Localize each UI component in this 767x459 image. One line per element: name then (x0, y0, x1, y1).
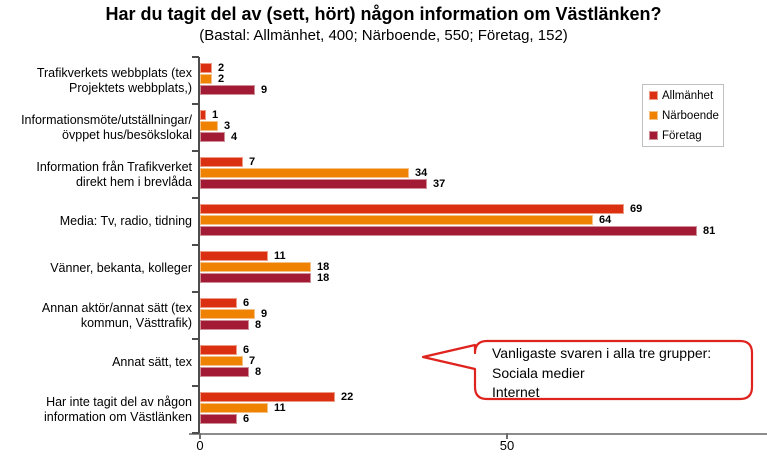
value-label: 69 (630, 203, 643, 215)
chart-subtitle: (Bastal: Allmänhet, 400; Närboende, 550;… (199, 27, 568, 44)
bar-nrboende (200, 168, 409, 178)
value-label: 8 (255, 366, 262, 378)
bar-nrboende (200, 215, 593, 225)
bar-fretag (200, 132, 225, 142)
value-label: 7 (249, 355, 256, 367)
bar-allmnhet (200, 298, 237, 308)
bar-nrboende (200, 262, 311, 272)
x-axis-tick (506, 433, 508, 439)
value-label: 34 (415, 167, 428, 179)
bar-fretag (200, 367, 249, 377)
bar-fretag (200, 320, 249, 330)
value-label: 6 (243, 297, 250, 309)
value-label: 4 (231, 131, 238, 143)
y-axis-tick (192, 197, 199, 199)
y-axis-tick (192, 385, 199, 387)
bar-fretag (200, 226, 697, 236)
legend-swatch-icon (649, 111, 658, 120)
legend: Allmänhet Närboende Företag (642, 84, 724, 147)
bar-nrboende (200, 403, 268, 413)
legend-item-fretag: Företag (643, 126, 723, 146)
bar-fretag (200, 85, 255, 95)
legend-label: Närboende (662, 109, 719, 122)
bar-nrboende (200, 356, 243, 366)
x-axis-tick (199, 433, 201, 439)
bar-nrboende (200, 74, 212, 84)
bar-fretag (200, 273, 311, 283)
callout-line: Vanligaste svaren i alla tre grupper: (492, 345, 712, 361)
bar-allmnhet (200, 157, 243, 167)
bar-allmnhet (200, 63, 212, 73)
value-label: 18 (317, 272, 330, 284)
category-label: Annan aktör/annat sätt (tex kommun, Väst… (41, 300, 192, 330)
category-label: Information från Trafikverket direkt hem… (36, 159, 192, 189)
callout-text: Vanligaste svaren i alla tre grupper: So… (492, 344, 748, 403)
y-axis-tick (192, 244, 199, 246)
x-axis-tick-label: 0 (196, 438, 204, 453)
value-label: 2 (218, 62, 225, 74)
legend-item-nrboende: Närboende (643, 106, 723, 126)
value-label: 6 (243, 344, 250, 356)
value-label: 37 (433, 178, 446, 190)
value-label: 3 (224, 120, 231, 132)
category-label: Media: Tv, radio, tidning (59, 214, 192, 228)
y-axis-tick (192, 291, 199, 293)
value-label: 22 (341, 391, 354, 403)
y-axis-tick (192, 338, 199, 340)
bar-allmnhet (200, 392, 335, 402)
value-label: 2 (218, 73, 225, 85)
y-axis-tick (192, 432, 199, 434)
x-axis-tick-label: 50 (499, 438, 515, 453)
legend-label: Företag (662, 129, 702, 142)
value-label: 11 (274, 250, 286, 262)
legend-swatch-icon (649, 131, 658, 140)
bar-allmnhet (200, 110, 206, 120)
y-axis-tick (192, 150, 199, 152)
category-label: Har inte tagit del av någon information … (44, 394, 192, 424)
value-label: 9 (261, 308, 268, 320)
category-label: Informationsmöte/utställningar/ övppet h… (21, 112, 192, 142)
x-axis-line (189, 433, 767, 435)
callout-line: Internet (492, 384, 540, 400)
chart-title: Har du tagit del av (sett, hört) någon i… (105, 4, 662, 24)
bar-fretag (200, 414, 237, 424)
value-label: 1 (212, 109, 219, 121)
callout-line: Sociala medier (492, 364, 585, 381)
bar-nrboende (200, 309, 255, 319)
value-label: 18 (317, 261, 330, 273)
y-axis-tick (192, 56, 199, 58)
legend-label: Allmänhet (662, 89, 714, 102)
value-label: 64 (599, 214, 612, 226)
y-axis-tick (192, 103, 199, 105)
value-label: 81 (703, 225, 716, 237)
bar-allmnhet (200, 204, 624, 214)
bar-nrboende (200, 121, 218, 131)
legend-swatch-icon (649, 91, 658, 100)
value-label: 8 (255, 319, 262, 331)
legend-item-allmnhet: Allmänhet (643, 86, 723, 106)
category-label: Vänner, bekanta, kolleger (50, 261, 192, 275)
y-axis-line (198, 57, 200, 434)
value-label: 9 (261, 84, 268, 96)
bar-fretag (200, 179, 427, 189)
bar-allmnhet (200, 251, 268, 261)
value-label: 7 (249, 156, 256, 168)
category-label: Trafikverkets webbplats (tex Projektets … (36, 65, 192, 95)
value-label: 11 (274, 402, 286, 414)
value-label: 6 (243, 413, 250, 425)
category-label: Annat sätt, tex (112, 355, 192, 369)
bar-allmnhet (200, 345, 237, 355)
